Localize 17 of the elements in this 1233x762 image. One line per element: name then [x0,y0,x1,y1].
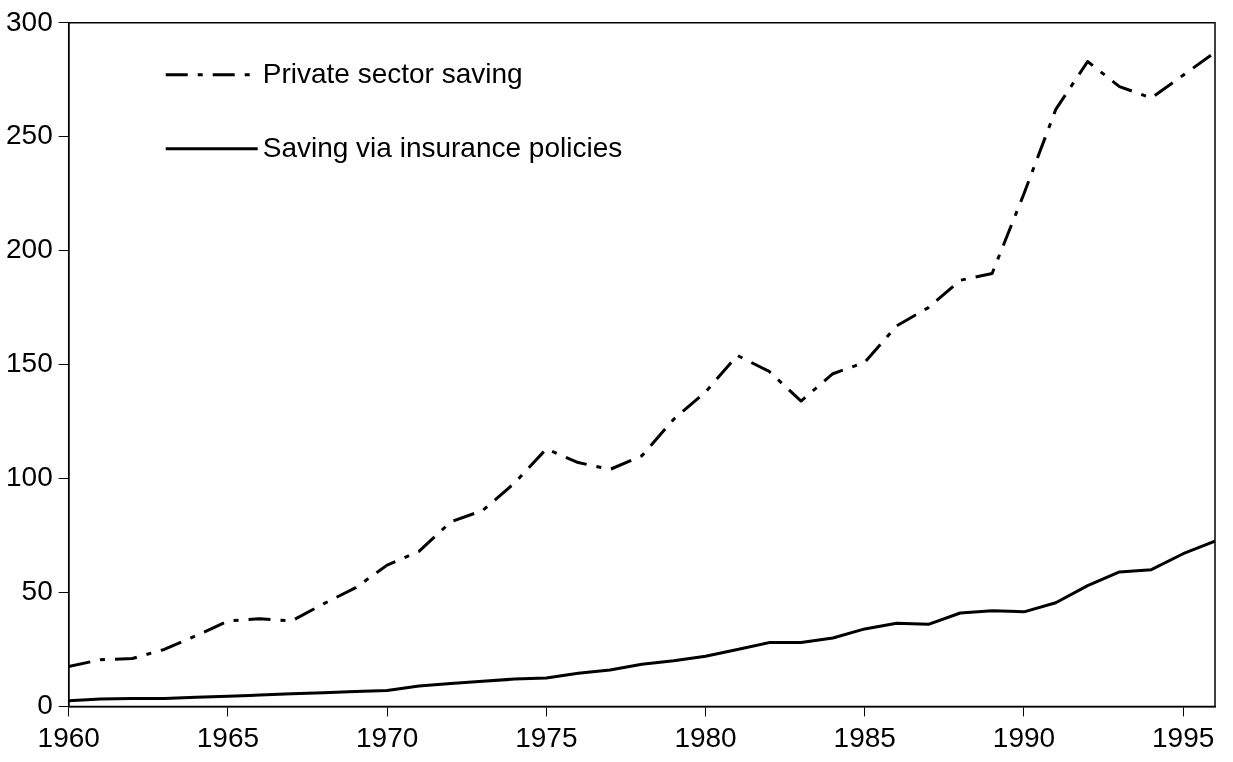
x-tick-label: 1985 [833,721,896,753]
y-tick-label: 100 [6,461,53,493]
x-tick-label: 1965 [196,721,260,753]
y-tick-label: 200 [6,233,53,265]
legend-label: Private sector saving [262,57,523,89]
legend-label: Saving via insurance policies [262,131,623,163]
x-tick-label: 1960 [37,721,100,753]
y-tick-label: 0 [37,689,53,721]
x-tick-label: 1975 [515,721,578,753]
x-tick-label: 1990 [992,721,1056,753]
y-tick-label: 250 [6,119,53,151]
y-tick-label: 150 [6,347,53,379]
x-tick-label: 1970 [355,721,419,753]
x-tick-label: 1980 [674,721,737,753]
x-tick-label: 1995 [1152,721,1215,753]
y-tick-label: 300 [6,5,53,37]
y-tick-label: 50 [21,575,53,607]
